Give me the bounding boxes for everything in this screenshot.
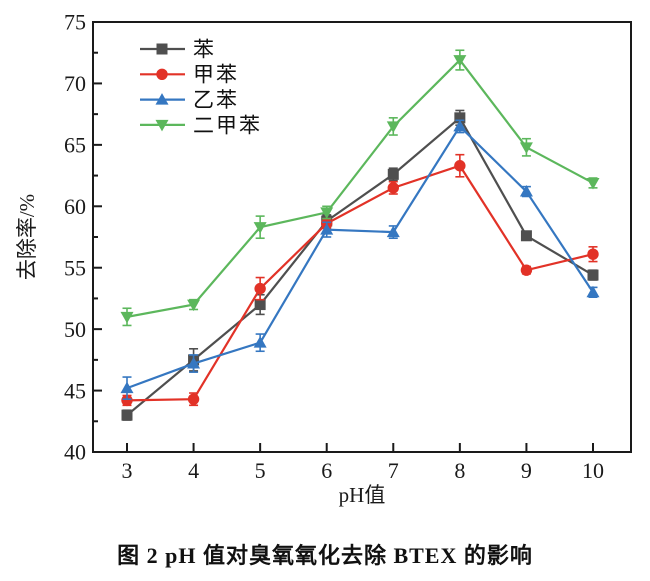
series-line <box>126 164 594 402</box>
data-point <box>519 142 533 154</box>
legend-label: 甲苯 <box>193 63 239 87</box>
data-point <box>453 119 467 132</box>
data-point <box>121 394 133 407</box>
y-tick-label: 70 <box>64 71 86 96</box>
x-axis-label: pH值 <box>339 483 386 507</box>
x-tick-label: 6 <box>321 458 332 483</box>
plot-frame <box>92 21 632 453</box>
series-xylene <box>120 49 600 327</box>
legend-marker <box>155 119 169 132</box>
x-tick-label: 7 <box>388 458 399 483</box>
legend-item-toluene: 甲苯 <box>140 63 239 87</box>
y-axis: 40 45 50 55 60 65 70 75 <box>64 10 102 465</box>
y-tick-label: 75 <box>64 10 86 35</box>
y-tick-label: 45 <box>64 378 86 403</box>
data-point <box>187 393 200 405</box>
y-tick-label: 60 <box>64 194 86 219</box>
y-tick-label: 55 <box>64 255 86 280</box>
y-axis-label: 去除率/% <box>15 194 39 280</box>
series-line <box>126 58 594 318</box>
series-ethylbenzene <box>120 119 600 400</box>
data-point <box>387 182 399 194</box>
data-point <box>121 409 133 421</box>
data-point <box>519 185 533 197</box>
x-axis: 3 4 5 6 7 8 9 10 <box>122 443 604 483</box>
data-point <box>120 381 134 394</box>
y-tick-label: 40 <box>64 440 86 465</box>
figure-caption: 图 2 pH 值对臭氧氧化去除 BTEX 的影响 <box>117 543 533 568</box>
legend-label: 乙苯 <box>193 88 239 112</box>
data-point <box>387 168 399 180</box>
x-tick-label: 3 <box>122 458 133 483</box>
data-point <box>587 248 599 260</box>
data-point <box>320 207 334 219</box>
x-tick-label: 8 <box>454 458 465 483</box>
data-point <box>254 299 266 311</box>
data-point <box>520 264 533 276</box>
data-point <box>520 230 532 242</box>
y-tick-label: 65 <box>64 133 86 158</box>
data-point <box>254 282 266 295</box>
series-line <box>126 124 594 390</box>
data-point <box>453 55 467 67</box>
data-point <box>320 223 334 235</box>
legend-item-ethylbenzene: 乙苯 <box>140 88 239 112</box>
data-point <box>586 285 600 298</box>
data-point <box>454 160 466 172</box>
legend-marker <box>155 93 169 105</box>
data-point <box>586 177 600 190</box>
x-tick-label: 10 <box>582 458 604 483</box>
legend-item-xylene: 二甲苯 <box>140 113 262 137</box>
x-tick-label: 4 <box>188 458 199 483</box>
legend-label: 苯 <box>193 37 216 61</box>
data-point <box>386 121 400 133</box>
x-tick-label: 5 <box>255 458 266 483</box>
data-point <box>587 269 599 281</box>
x-tick-label: 9 <box>521 458 532 483</box>
series-line <box>126 116 594 416</box>
data-point <box>454 112 466 124</box>
data-point <box>120 311 134 324</box>
data-point <box>187 299 201 312</box>
y-tick-label: 50 <box>64 317 86 342</box>
data-point <box>253 336 267 348</box>
legend-item-benzene: 苯 <box>140 37 216 61</box>
legend-label: 二甲苯 <box>193 113 262 137</box>
data-point <box>253 222 267 234</box>
data-point <box>386 225 400 238</box>
legend-marker <box>156 43 168 55</box>
data-point <box>187 357 201 369</box>
legend-marker <box>156 68 168 81</box>
